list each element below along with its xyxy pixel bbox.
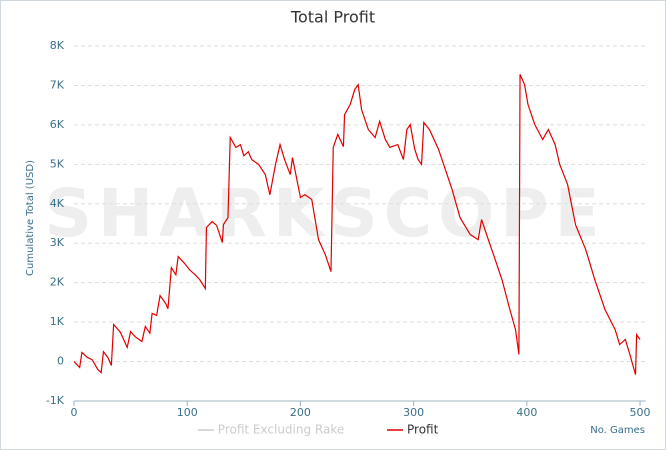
legend-label: Profit: [407, 423, 439, 437]
y-tick-label: 6K: [50, 118, 65, 131]
legend-item[interactable]: Profit: [387, 423, 439, 437]
profit-line: [73, 74, 641, 375]
x-tick-label: 200: [290, 406, 311, 419]
y-tick-label: 5K: [50, 157, 65, 170]
x-tick-label: 100: [177, 406, 198, 419]
y-axis-label: Cumulative Total (USD): [25, 160, 36, 276]
y-tick-label: 2K: [50, 276, 65, 289]
watermark: SHARKSCOPE: [44, 175, 605, 252]
x-tick-label: 0: [71, 406, 78, 419]
x-axis-label: No. Games: [590, 425, 645, 436]
y-tick-label: 3K: [50, 236, 65, 249]
y-tick-label: -1K: [46, 394, 65, 407]
y-tick-label: 7K: [50, 78, 65, 91]
y-tick-label: 8K: [50, 39, 65, 52]
x-tick-label: 300: [403, 406, 424, 419]
chart-title: Total Profit: [290, 8, 375, 27]
legend-item[interactable]: Profit Excluding Rake: [197, 423, 344, 437]
y-tick-label: 1K: [50, 315, 65, 328]
y-tick-label: 0: [57, 355, 64, 368]
x-tick-label: 400: [516, 406, 537, 419]
legend-label: Profit Excluding Rake: [218, 423, 344, 437]
x-tick-label: 500: [630, 406, 651, 419]
y-tick-label: 4K: [50, 197, 65, 210]
